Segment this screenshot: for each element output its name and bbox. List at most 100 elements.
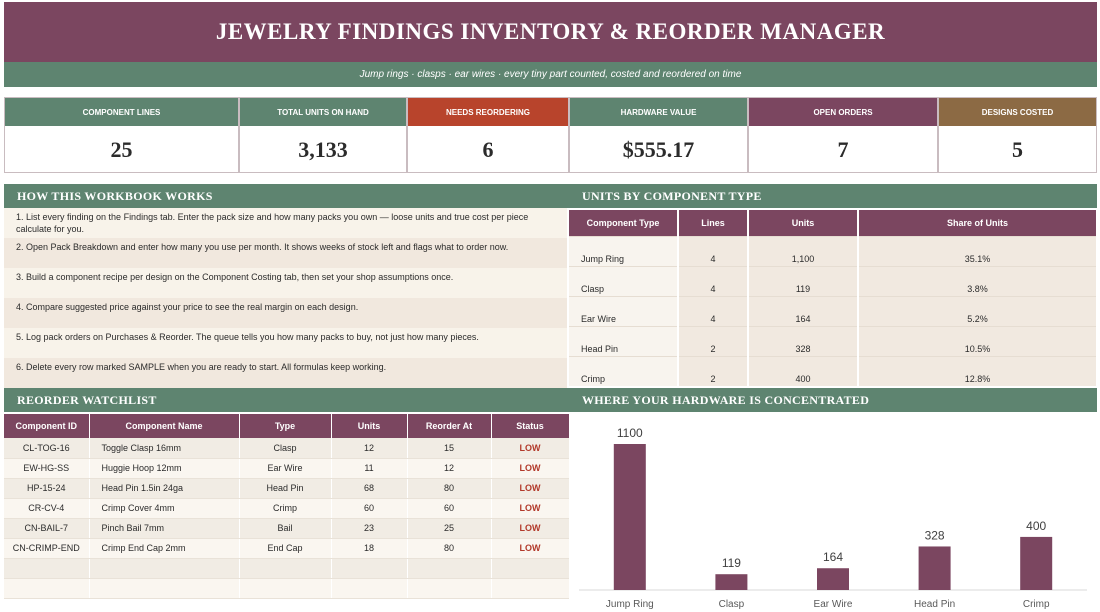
chart-bar[interactable] <box>1020 536 1053 590</box>
reorder-at-cell[interactable]: 80 <box>407 538 492 559</box>
concentration-heading: WHERE YOUR HARDWARE IS CONCENTRATED <box>569 388 1097 412</box>
lines-cell[interactable]: 2 <box>678 355 749 386</box>
column-header[interactable]: Component Type <box>569 210 679 236</box>
units-cell[interactable]: 12 <box>331 438 408 459</box>
share-cell[interactable]: 5.2% <box>858 295 1098 326</box>
reorder-at-cell[interactable]: 12 <box>407 458 492 479</box>
type-cell[interactable]: Ear Wire <box>569 295 679 326</box>
status-cell[interactable]: LOW <box>491 498 570 519</box>
empty-cell[interactable] <box>491 558 570 579</box>
chart-bar[interactable] <box>918 546 951 590</box>
column-header[interactable]: Status <box>491 414 570 438</box>
kpi-value: 25 <box>110 136 133 162</box>
chart-bar[interactable] <box>613 444 646 590</box>
component-name-cell[interactable]: Toggle Clasp 16mm <box>89 438 240 459</box>
component-name-cell[interactable]: Crimp End Cap 2mm <box>89 538 240 559</box>
type-cell[interactable]: Clasp <box>239 438 332 459</box>
component-id-cell[interactable]: CR-CV-4 <box>4 498 90 519</box>
kpi-open-orders[interactable]: OPEN ORDERS 7 <box>748 97 938 173</box>
type-cell[interactable]: Crimp <box>239 498 332 519</box>
component-name-cell[interactable]: Huggie Hoop 12mm <box>89 458 240 479</box>
kpi-component-lines[interactable]: COMPONENT LINES 25 <box>4 97 239 173</box>
empty-cell[interactable] <box>407 558 492 579</box>
reorder-at-cell[interactable]: 60 <box>407 498 492 519</box>
units-cell[interactable]: 164 <box>748 295 859 326</box>
chart-bar[interactable] <box>817 568 849 590</box>
empty-cell[interactable] <box>331 578 408 599</box>
table-row: CN-CRIMP-END Crimp End Cap 2mm End Cap 1… <box>4 538 570 559</box>
share-cell[interactable]: 12.8% <box>858 355 1098 386</box>
column-header[interactable]: Component ID <box>4 414 90 438</box>
x-tick-label: Ear Wire <box>814 599 853 610</box>
type-cell[interactable]: Clasp <box>569 265 679 296</box>
status-cell[interactable]: LOW <box>491 458 570 479</box>
units-cell[interactable]: 23 <box>331 518 408 539</box>
empty-cell[interactable] <box>491 578 570 599</box>
units-cell[interactable]: 18 <box>331 538 408 559</box>
type-cell[interactable]: Head Pin <box>569 325 679 356</box>
status-cell[interactable]: LOW <box>491 478 570 499</box>
kpi-needs-reordering[interactable]: NEEDS REORDERING 6 <box>407 97 569 173</box>
empty-cell[interactable] <box>4 578 90 599</box>
hardware-concentration-chart[interactable]: 1100 Jump Ring 119 Clasp 164 Ear Wire 328 Head … <box>569 414 1097 612</box>
subtitle-banner: Jump rings · clasps · ear wires · every … <box>4 62 1097 87</box>
units-cell[interactable]: 400 <box>748 355 859 386</box>
chart-bar[interactable] <box>715 574 748 590</box>
type-cell[interactable]: Ear Wire <box>239 458 332 479</box>
units-by-type-table: Component Type Lines Units Share of Unit… <box>569 210 1098 386</box>
kpi-total-units[interactable]: TOTAL UNITS ON HAND 3,133 <box>239 97 407 173</box>
units-cell[interactable]: 11 <box>331 458 408 479</box>
empty-cell[interactable] <box>239 558 332 579</box>
share-cell[interactable]: 10.5% <box>858 325 1098 356</box>
column-header[interactable]: Reorder At <box>407 414 492 438</box>
component-id-cell[interactable]: CL-TOG-16 <box>4 438 90 459</box>
status-cell[interactable]: LOW <box>491 518 570 539</box>
component-id-cell[interactable]: CN-CRIMP-END <box>4 538 90 559</box>
component-name-cell[interactable]: Head Pin 1.5in 24ga <box>89 478 240 499</box>
empty-cell[interactable] <box>89 558 240 579</box>
type-cell[interactable]: End Cap <box>239 538 332 559</box>
share-cell[interactable]: 35.1% <box>858 235 1098 266</box>
column-header[interactable]: Units <box>748 210 859 236</box>
component-id-cell[interactable]: HP-15-24 <box>4 478 90 499</box>
units-cell[interactable]: 1,100 <box>748 235 859 266</box>
reorder-at-cell[interactable]: 25 <box>407 518 492 539</box>
column-header[interactable]: Component Name <box>89 414 240 438</box>
lines-cell[interactable]: 2 <box>678 325 749 356</box>
empty-cell[interactable] <box>331 558 408 579</box>
units-cell[interactable]: 328 <box>748 325 859 356</box>
empty-cell[interactable] <box>89 578 240 599</box>
reorder-at-cell[interactable]: 80 <box>407 478 492 499</box>
type-cell[interactable]: Crimp <box>569 355 679 386</box>
empty-cell[interactable] <box>239 578 332 599</box>
units-cell[interactable]: 119 <box>748 265 859 296</box>
empty-cell[interactable] <box>4 558 90 579</box>
kpi-value: 7 <box>837 136 849 162</box>
column-header[interactable]: Units <box>331 414 408 438</box>
units-cell[interactable]: 68 <box>331 478 408 499</box>
reorder-at-cell[interactable]: 15 <box>407 438 492 459</box>
component-name-cell[interactable]: Crimp Cover 4mm <box>89 498 240 519</box>
kpi-designs-costed[interactable]: DESIGNS COSTED 5 <box>938 97 1097 173</box>
share-cell[interactable]: 3.8% <box>858 265 1098 296</box>
kpi-hardware-value[interactable]: HARDWARE VALUE $555.17 <box>569 97 748 173</box>
empty-cell[interactable] <box>407 578 492 599</box>
component-id-cell[interactable]: CN-BAIL-7 <box>4 518 90 539</box>
column-header[interactable]: Share of Units <box>858 210 1098 236</box>
lines-cell[interactable]: 4 <box>678 265 749 296</box>
type-cell[interactable]: Head Pin <box>239 478 332 499</box>
type-cell[interactable]: Bail <box>239 518 332 539</box>
bar-data-label: 328 <box>925 528 945 542</box>
table-row: EW-HG-SS Huggie Hoop 12mm Ear Wire 11 12… <box>4 458 570 479</box>
component-id-cell[interactable]: EW-HG-SS <box>4 458 90 479</box>
column-header[interactable]: Type <box>239 414 332 438</box>
instruction-step: 5. Log pack orders on Purchases & Reorde… <box>4 328 567 358</box>
type-cell[interactable]: Jump Ring <box>569 235 679 266</box>
status-cell[interactable]: LOW <box>491 538 570 559</box>
lines-cell[interactable]: 4 <box>678 295 749 326</box>
status-cell[interactable]: LOW <box>491 438 570 459</box>
component-name-cell[interactable]: Pinch Bail 7mm <box>89 518 240 539</box>
column-header[interactable]: Lines <box>678 210 749 236</box>
units-cell[interactable]: 60 <box>331 498 408 519</box>
lines-cell[interactable]: 4 <box>678 235 749 266</box>
